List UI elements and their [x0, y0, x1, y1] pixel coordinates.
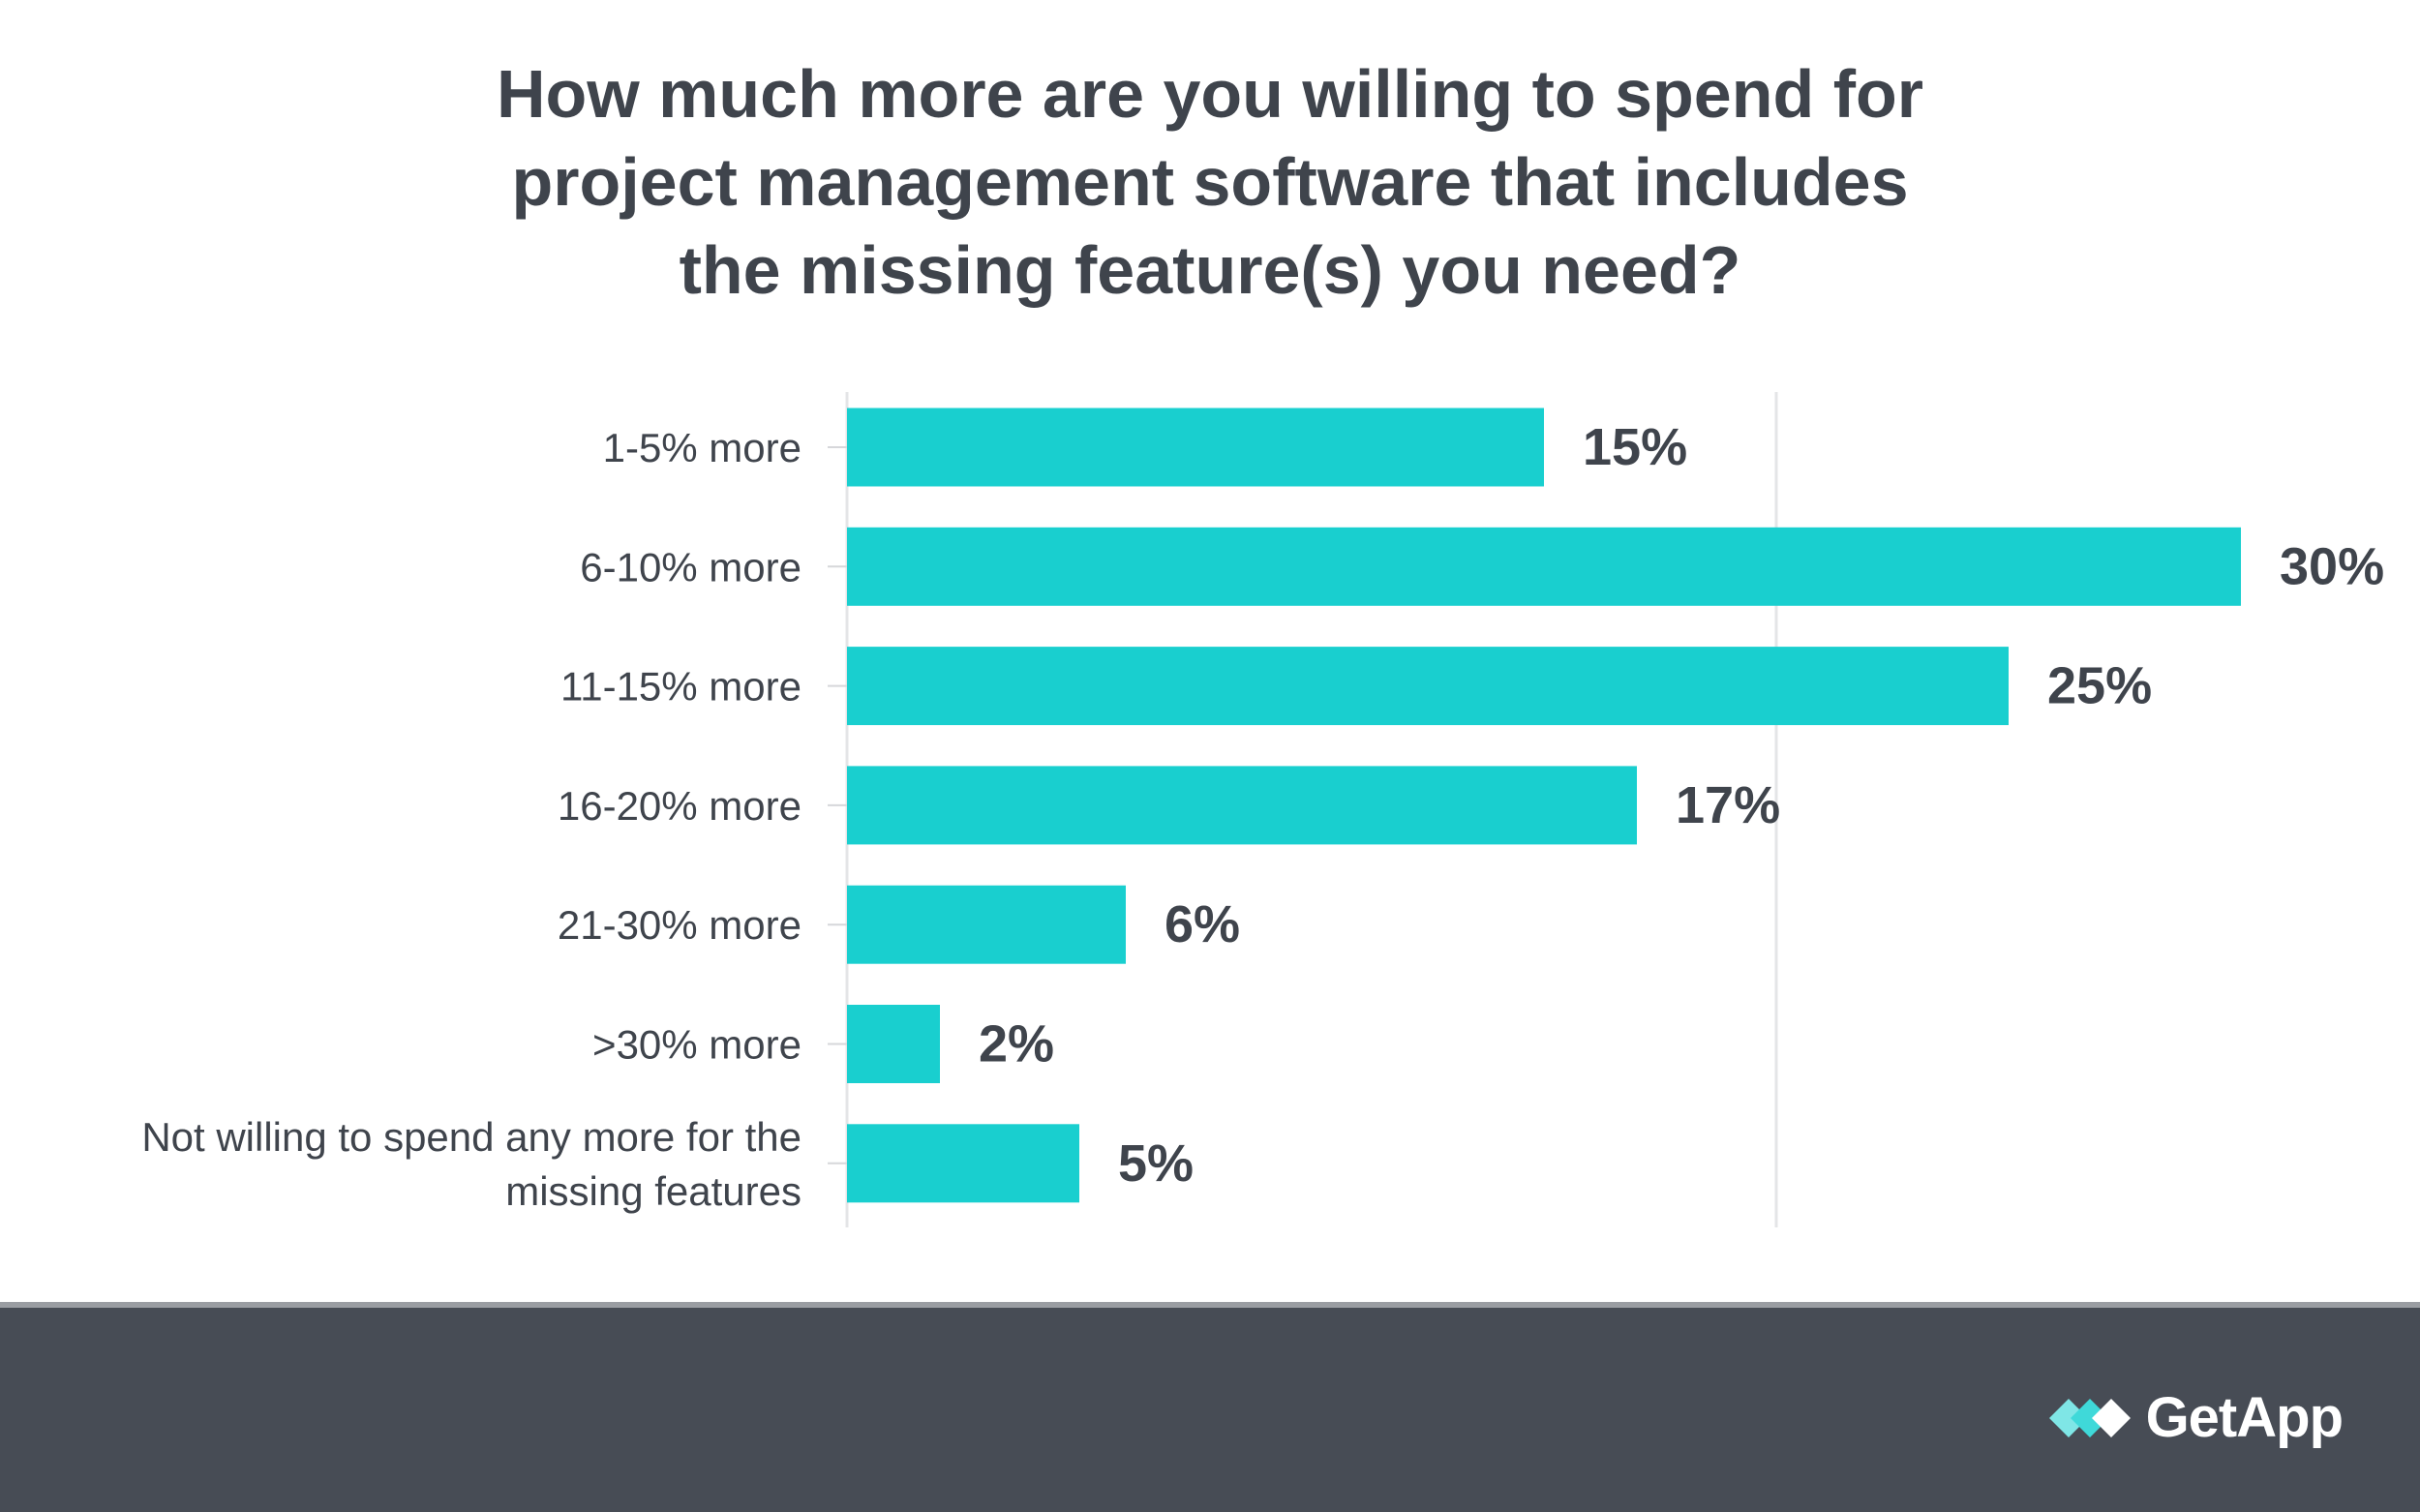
- value-labels: 15% 30% 25% 17% 6% 2% 5%: [979, 418, 2384, 1193]
- bar: [847, 527, 2241, 606]
- value-label: 25%: [2047, 657, 2152, 715]
- value-label: 30%: [2280, 537, 2384, 595]
- value-label: 17%: [1676, 776, 1780, 834]
- getapp-logo: GetApp: [2048, 1385, 2344, 1450]
- category-label: 6-10% more: [580, 544, 802, 590]
- value-label: 6%: [1165, 895, 1240, 953]
- bars: [847, 408, 2241, 1203]
- category-label: Not willing to spend any more for the mis…: [141, 1113, 802, 1213]
- footer: GetApp: [0, 1302, 2420, 1512]
- category-label: >30% more: [592, 1021, 802, 1067]
- category-label: 21-30% more: [558, 902, 802, 948]
- bar: [847, 1005, 940, 1083]
- bar: [847, 647, 2009, 726]
- chart-title: How much more are you willing to spend f…: [496, 56, 1924, 308]
- category-label: 1-5% more: [603, 425, 802, 470]
- bar-chart: 1-5% more 6-10% more 11-15% more 16-20% mor…: [141, 392, 2384, 1227]
- bar: [847, 885, 1126, 964]
- bar: [847, 766, 1637, 845]
- value-label: 15%: [1583, 418, 1687, 476]
- getapp-logo-icon: [2048, 1398, 2131, 1437]
- bar: [847, 408, 1544, 487]
- category-label: 11-15% more: [560, 663, 802, 709]
- bar: [847, 1124, 1079, 1203]
- value-label: 2%: [979, 1015, 1054, 1074]
- category-label: 16-20% more: [558, 782, 802, 828]
- category-labels: 1-5% more 6-10% more 11-15% more 16-20% mor…: [141, 425, 802, 1214]
- brand-name: GetApp: [2145, 1386, 2344, 1449]
- value-label: 5%: [1118, 1134, 1194, 1193]
